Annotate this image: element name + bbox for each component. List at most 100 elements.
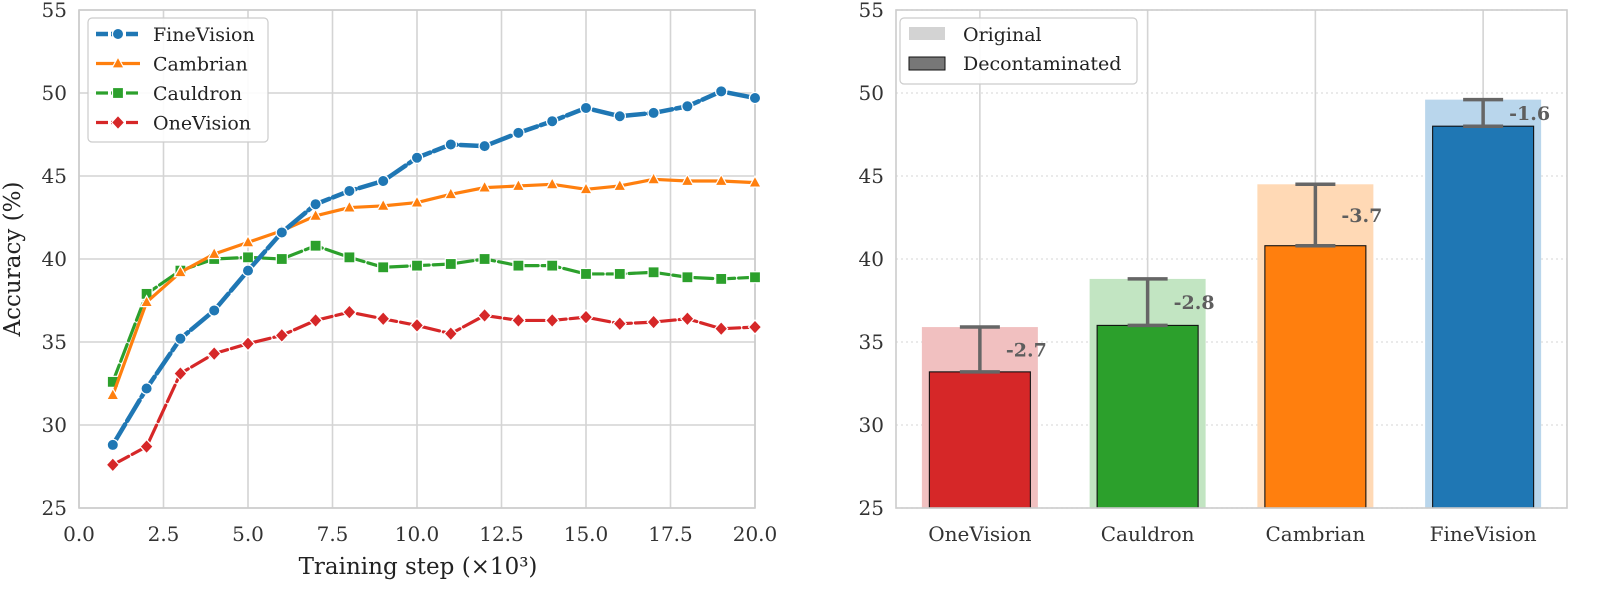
- bar-chart-legend-box: [899, 17, 1138, 85]
- line-chart-y-label: Accuracy (%): [0, 182, 26, 338]
- data-point-onevision: [747, 319, 763, 335]
- line-chart-y-tick-label: 55: [42, 0, 67, 22]
- data-point-cauldron: [715, 272, 728, 286]
- line-chart-x-ticks: 0.0 2.5 5.0 7.5 10.0 12.5 15.0 17.5 20.0: [63, 522, 777, 546]
- series-line-cambrian: [111, 177, 757, 397]
- series-cambrian: [105, 171, 763, 401]
- legend-item-cauldron: Cauldron: [96, 83, 242, 105]
- line-chart-x-tick-label: 5.0: [232, 522, 264, 546]
- data-point-cambrian: [511, 178, 526, 192]
- data-point-cauldron: [410, 259, 424, 272]
- data-point-finevision: [106, 438, 120, 452]
- line-chart-y-tick-label: 25: [42, 496, 67, 520]
- series-line-onevision: [111, 310, 757, 467]
- series-onevision: [105, 304, 763, 473]
- data-point-finevision: [377, 174, 390, 188]
- line-chart-x-tick-label: 15.0: [564, 522, 609, 546]
- line-chart-y-tick-label: 40: [42, 247, 67, 271]
- data-point-cambrian: [443, 186, 458, 200]
- data-point-finevision: [140, 382, 153, 395]
- data-point-finevision: [748, 91, 762, 105]
- data-point-cambrian: [578, 181, 594, 195]
- bar-group-cauldron: -2.8: [1089, 277, 1215, 509]
- bar-chart-y-tick-label: 50: [859, 81, 884, 105]
- data-point-finevision: [681, 100, 694, 113]
- data-point-cambrian: [714, 173, 729, 187]
- line-chart-y-tick-label: 30: [42, 413, 67, 437]
- diff-label-cambrian: -3.7: [1341, 205, 1382, 227]
- line-chart-series: [105, 85, 763, 473]
- line-chart-x-tick-label: 10.0: [395, 522, 440, 546]
- data-point-finevision: [512, 126, 525, 140]
- data-point-cambrian: [139, 294, 154, 308]
- data-point-onevision: [206, 345, 222, 362]
- bar-chart-y-tick-label: 30: [859, 413, 884, 437]
- data-point-cambrian: [646, 171, 661, 185]
- data-point-finevision: [613, 110, 627, 123]
- data-point-onevision: [342, 304, 357, 321]
- legend-marker-cambrian: [110, 55, 126, 69]
- bar-group-cambrian: -3.7: [1257, 182, 1382, 509]
- data-point-cambrian: [747, 174, 763, 188]
- data-point-onevision: [578, 309, 594, 325]
- bar-decontaminated-finevision: [1432, 125, 1535, 509]
- bar-chart-y-ticks: 25 30 35 40 45 50 55: [859, 0, 884, 520]
- data-point-onevision: [477, 307, 492, 324]
- line-chart-y-ticks: 25 30 35 40 45 50 55: [42, 0, 67, 520]
- legend-decontaminated-swatch: [908, 56, 946, 71]
- line-chart-x-tick-label: 17.5: [648, 522, 693, 546]
- bar-group-onevision: -2.7: [921, 325, 1047, 509]
- bar-chart-x-tick-label: OneVision: [928, 522, 1031, 546]
- line-chart-x-label: Training step (×10³): [299, 554, 538, 580]
- bar-decontaminated-onevision: [928, 371, 1031, 509]
- data-point-cauldron: [748, 271, 762, 284]
- legend-label-finevision: FineVision: [153, 24, 255, 46]
- series-cauldron: [106, 239, 762, 388]
- data-point-onevision: [173, 365, 188, 382]
- data-point-onevision: [511, 312, 526, 329]
- line-chart-y-tick-label: 35: [42, 330, 67, 354]
- line-chart-x-tick-label: 12.5: [479, 522, 524, 546]
- legend-original-label: Original: [963, 24, 1042, 46]
- data-point-finevision: [715, 85, 728, 98]
- bar-decontaminated-cambrian: [1264, 245, 1367, 509]
- data-point-cauldron: [343, 251, 356, 264]
- data-point-cauldron: [512, 259, 525, 272]
- line-chart-grid: [78, 9, 756, 509]
- data-point-cauldron: [546, 259, 559, 272]
- series-finevision: [106, 85, 762, 452]
- bar-chart-legend: Original Decontaminated: [899, 17, 1138, 85]
- data-point-cauldron: [241, 251, 255, 264]
- line-chart-legend: FineVision Cambrian Cauldron OneVision: [87, 17, 269, 143]
- data-point-finevision: [174, 332, 187, 345]
- legend-label-cambrian: Cambrian: [153, 54, 248, 76]
- data-point-onevision: [713, 320, 729, 337]
- diff-label-finevision: -1.6: [1509, 103, 1550, 125]
- bar-chart-bars: -2.7 -2.8 -3.7 -1.6: [921, 97, 1550, 509]
- data-point-cambrian: [342, 199, 357, 213]
- data-point-cauldron: [647, 266, 660, 279]
- data-point-cambrian: [680, 173, 695, 187]
- bar-group-finevision: -1.6: [1425, 97, 1550, 509]
- bar-chart-y-tick-label: 40: [859, 247, 884, 271]
- data-point-cauldron: [309, 239, 322, 252]
- data-point-onevision: [375, 310, 391, 327]
- data-point-onevision: [443, 325, 459, 342]
- data-point-finevision: [546, 115, 559, 128]
- legend-marker-onevision: [110, 114, 126, 131]
- data-point-finevision: [444, 138, 457, 151]
- data-point-onevision: [308, 312, 323, 329]
- data-point-onevision: [544, 312, 560, 329]
- line-chart-y-tick-label: 50: [42, 81, 67, 105]
- line-chart-frame: [78, 9, 756, 509]
- line-chart-y-tick-label: 45: [42, 164, 67, 188]
- data-point-onevision: [240, 335, 256, 352]
- bar-chart: -2.7 -2.8 -3.7 -1.6 25 30 35 40 45 50 55 OneVisio…: [859, 0, 1568, 546]
- bar-decontaminated-cauldron: [1096, 324, 1199, 509]
- bar-chart-frame: [895, 9, 1568, 509]
- data-point-cambrian: [409, 194, 425, 208]
- data-point-cambrian: [477, 179, 492, 193]
- data-point-cambrian: [308, 208, 323, 221]
- data-point-cauldron: [444, 257, 457, 271]
- legend-marker-cauldron: [111, 86, 125, 100]
